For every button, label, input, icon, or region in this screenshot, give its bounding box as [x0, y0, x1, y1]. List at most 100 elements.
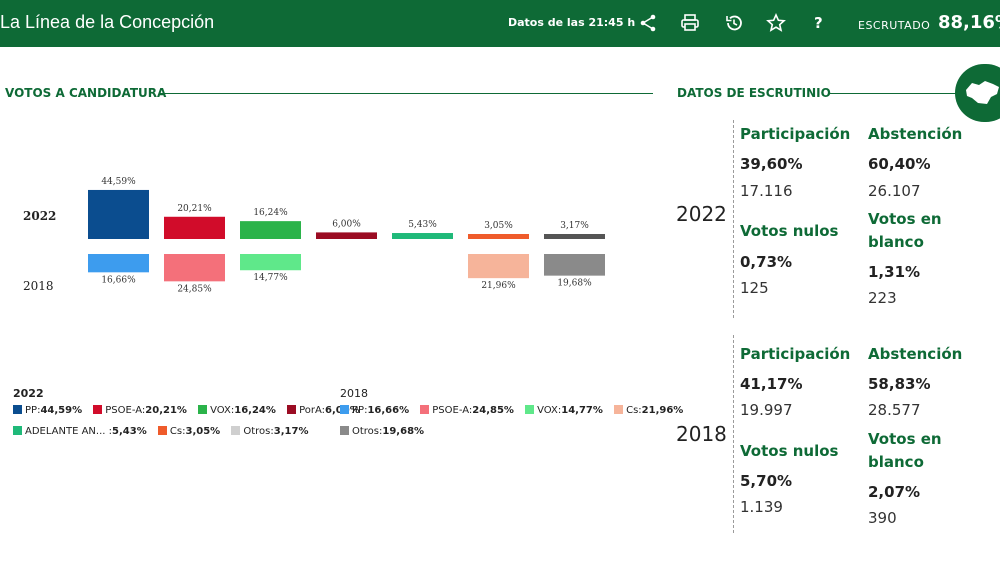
bar-2022-psoe-a[interactable]: [164, 216, 225, 239]
nulos-label: Votos nulos: [740, 442, 839, 460]
blanco-pct: 2,07%: [868, 483, 921, 501]
abstencion-pct: 58,83%: [868, 375, 931, 393]
legend-swatch: [93, 405, 103, 414]
legend-year: 2018: [340, 387, 368, 400]
map-button[interactable]: [955, 64, 1000, 122]
bar-2018-pp[interactable]: [88, 254, 149, 273]
print-icon[interactable]: [680, 13, 700, 33]
bar-2022-cs[interactable]: [468, 234, 529, 239]
votes-chart: 2022 2018 44,59% 16,66% 20,21% 24,85% 16,24%…: [23, 177, 605, 294]
bar-label-2022-psoe-a: 20,21%: [177, 204, 212, 214]
bar-2022-pp[interactable]: [88, 189, 149, 239]
legend-item-adelante-2022: ADELANTE AN... :5,43%: [13, 426, 147, 437]
nulos-pct: 5,70%: [740, 472, 793, 490]
legend-item-cs-2022: Cs:3,05%: [157, 426, 220, 437]
abstencion-label: Abstención: [868, 125, 963, 143]
section-title-votos: VOTOS A CANDIDATURA: [5, 86, 167, 100]
participacion-label: Participación: [740, 125, 851, 143]
legend-item-otros-2018: Otros:19,68%: [340, 426, 424, 437]
section-rule: [160, 93, 653, 94]
blanco-count: 223: [868, 289, 897, 307]
legend-item-otros-2022: Otros:3,17%: [231, 426, 308, 437]
abstencion-count: 26.107: [868, 182, 921, 200]
history-icon[interactable]: [724, 13, 744, 33]
legend-row: Otros:19,68%: [340, 426, 691, 447]
top-bar: La Línea de la Concepción Datos de las 2…: [0, 0, 1000, 47]
bar-2018-vox[interactable]: [240, 254, 301, 271]
bar-2018-otros[interactable]: [544, 254, 605, 276]
divider: [733, 335, 734, 533]
divider: [733, 120, 734, 318]
bar-label-2018-vox: 14,77%: [253, 273, 288, 283]
participacion-pct: 39,60%: [740, 155, 803, 173]
legend-swatch: [231, 426, 241, 435]
nulos-count: 1.139: [740, 498, 783, 516]
legend-item-pp-2018: PP:16,66%: [340, 405, 409, 416]
blanco-count: 390: [868, 509, 897, 527]
scrutiny-year: 2022: [676, 202, 727, 226]
bar-2018-psoe-a[interactable]: [164, 254, 225, 282]
bar-2022-otros[interactable]: [544, 234, 605, 239]
legend-swatch: [340, 426, 349, 435]
bar-2022-adelante-an[interactable]: [392, 233, 453, 239]
map-icon: [963, 78, 1000, 112]
bar-2022-pora[interactable]: [316, 232, 377, 239]
bar-label-2022-pp: 44,59%: [101, 177, 136, 187]
bar-label-2018-cs: 21,96%: [481, 281, 516, 291]
bar-2022-vox[interactable]: [240, 221, 301, 239]
legend-swatch: [525, 405, 535, 414]
bar-label-2022-cs: 3,05%: [484, 221, 513, 231]
legend-2018: 2018 PP:16,66% PSOE-A:24,85% VOX:14,77% …: [340, 387, 691, 447]
star-icon[interactable]: [766, 13, 786, 33]
legend-swatch: [13, 405, 22, 414]
escrutado-label: ESCRUTADO: [858, 19, 931, 32]
chart-year-2018: 2018: [23, 279, 54, 293]
nulos-count: 125: [740, 279, 769, 297]
legend-row: ADELANTE AN... :5,43% Cs:3,05% Otros:3,1…: [13, 426, 368, 447]
legend-item-psoe-2022: PSOE-A:20,21%: [93, 405, 187, 416]
legend-row: PP:16,66% PSOE-A:24,85% VOX:14,77% Cs:21…: [340, 405, 691, 426]
section-rule: [829, 93, 969, 94]
legend-swatch: [13, 426, 22, 435]
participacion-count: 19.997: [740, 401, 793, 419]
abstencion-count: 28.577: [868, 401, 921, 419]
legend-item-cs-2018: Cs:21,96%: [614, 405, 683, 416]
abstencion-label: Abstención: [868, 345, 963, 363]
legend-swatch: [287, 405, 297, 414]
update-time: Datos de las 21:45 h: [508, 16, 636, 29]
participacion-label: Participación: [740, 345, 851, 363]
blanco-label: Votos en blanco: [868, 430, 942, 471]
abstencion-pct: 60,40%: [868, 155, 931, 173]
legend-row: PP:44,59% PSOE-A:20,21% VOX:16,24% PorA:…: [13, 405, 368, 426]
participacion-count: 17.116: [740, 182, 793, 200]
bar-label-2022-adelante-an: 5,43%: [408, 220, 437, 230]
bar-label-2022-vox: 16,24%: [253, 208, 288, 218]
legend-swatch: [198, 405, 208, 414]
bar-label-2018-pp: 16,66%: [101, 275, 136, 285]
legend-swatch: [614, 405, 624, 414]
legend-item-vox-2018: VOX:14,77%: [525, 405, 603, 416]
legend-swatch: [340, 405, 349, 414]
legend-year: 2022: [13, 387, 44, 400]
section-title-escrutinio: DATOS DE ESCRUTINIO: [677, 86, 831, 100]
legend-item-psoe-2018: PSOE-A:24,85%: [420, 405, 514, 416]
legend-swatch: [420, 405, 430, 414]
legend-item-pp-2022: PP:44,59%: [13, 405, 82, 416]
legend-swatch: [157, 426, 167, 435]
nulos-label: Votos nulos: [740, 222, 839, 240]
scrutiny-year: 2018: [676, 422, 727, 446]
escrutado-value: 88,16%: [938, 12, 1000, 33]
bar-label-2022-pora: 6,00%: [332, 219, 361, 229]
help-icon[interactable]: ?: [814, 14, 823, 32]
page-title: La Línea de la Concepción: [0, 12, 215, 32]
participacion-pct: 41,17%: [740, 375, 803, 393]
chart-year-2022: 2022: [23, 209, 56, 223]
legend-item-vox-2022: VOX:16,24%: [198, 405, 276, 416]
bar-label-2018-otros: 19,68%: [557, 279, 592, 289]
share-icon[interactable]: [638, 13, 658, 33]
blanco-pct: 1,31%: [868, 263, 921, 281]
bar-label-2018-psoe-a: 24,85%: [177, 284, 212, 294]
nulos-pct: 0,73%: [740, 253, 793, 271]
bar-2018-cs[interactable]: [468, 254, 529, 279]
legend-2022: 2022 PP:44,59% PSOE-A:20,21% VOX:16,24% …: [13, 387, 368, 447]
